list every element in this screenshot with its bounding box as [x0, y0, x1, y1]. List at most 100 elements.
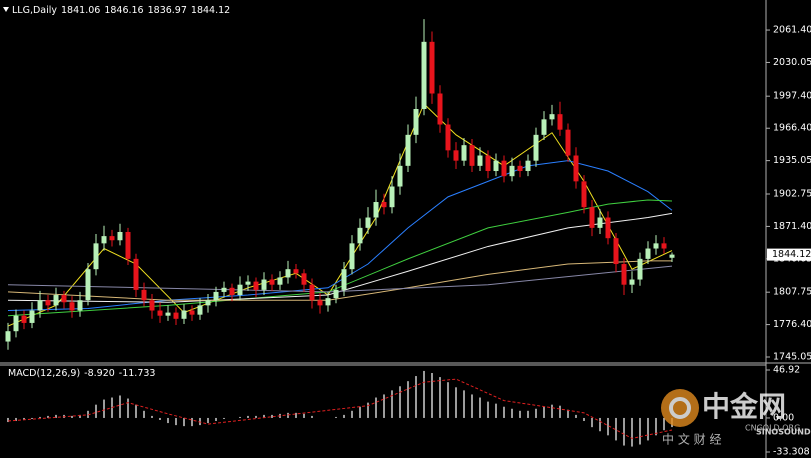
symbol-icon — [3, 7, 9, 12]
candle-body — [229, 287, 235, 296]
candle-body — [245, 281, 251, 285]
candle-body — [13, 315, 19, 332]
header-item: 1836.97 — [148, 5, 187, 16]
candle-body — [437, 93, 443, 125]
candle-body — [397, 165, 403, 187]
candle-body — [157, 310, 163, 316]
header-item: MACD(12,26,9) — [8, 368, 80, 379]
candle-body — [581, 181, 587, 208]
y-tick-label: 1807.75 — [773, 287, 811, 298]
watermark-site: CNGOLD.ORG — [745, 424, 800, 433]
candle-body — [381, 202, 387, 208]
header-item: 1846.16 — [104, 5, 143, 16]
candle-body — [341, 269, 347, 290]
candle-body — [621, 264, 627, 285]
candle-body — [477, 155, 483, 166]
candle-body — [661, 243, 667, 249]
candle-body — [509, 165, 515, 177]
candle-body — [109, 236, 115, 241]
moving-average — [7, 199, 673, 317]
current-price-label: 1844.12 — [772, 249, 811, 260]
candle-body — [197, 305, 203, 315]
y-tick-label: 1871.40 — [773, 221, 811, 232]
candle-body — [429, 41, 435, 94]
candle-body — [669, 254, 675, 258]
candle-body — [125, 231, 131, 259]
candle-body — [141, 289, 147, 301]
candle-body — [597, 217, 603, 228]
watermark-logo-inner — [669, 397, 691, 419]
moving-average — [7, 265, 673, 293]
candle-body — [525, 160, 531, 172]
candle-body — [253, 281, 259, 290]
candle-body — [293, 269, 299, 274]
candle-body — [445, 124, 451, 151]
candle-body — [181, 310, 187, 319]
candle-body — [653, 243, 659, 249]
candle-body — [133, 258, 139, 290]
candle-body — [165, 312, 171, 316]
candle-body — [589, 207, 595, 228]
candle-body — [549, 114, 555, 120]
header-item: 1844.12 — [191, 5, 230, 16]
indicator-header: MACD(12,26,9) -8.920 -11.733 — [8, 368, 155, 379]
candle-body — [117, 231, 123, 241]
candle-body — [605, 217, 611, 239]
candle-body — [565, 129, 571, 156]
candle-body — [205, 300, 211, 306]
candle-body — [29, 310, 35, 323]
watermark-partner: SINOSOUND — [756, 428, 811, 437]
candle-body — [317, 300, 323, 306]
moving-average — [7, 260, 672, 301]
y-tick-label: 2030.05 — [773, 57, 811, 68]
moving-average — [7, 160, 673, 312]
signal-line — [7, 378, 673, 439]
candle-body — [237, 284, 243, 296]
candle-body — [461, 145, 467, 161]
candle-body — [613, 238, 619, 265]
candle-body — [77, 300, 83, 311]
candle-body — [5, 331, 11, 342]
candle-body — [277, 277, 283, 285]
candle-body — [517, 165, 523, 172]
y-tick-label: 46.92 — [773, 365, 800, 376]
y-tick-label: 1966.40 — [773, 123, 811, 134]
candle-body — [357, 227, 363, 244]
header-item: -11.733 — [119, 368, 156, 379]
candle-body — [413, 109, 419, 135]
candle-body — [269, 279, 275, 285]
y-tick-label: 1997.40 — [773, 91, 811, 102]
moving-average — [7, 212, 673, 303]
candle-body — [573, 155, 579, 182]
candle-body — [85, 269, 91, 301]
candle-body — [421, 41, 427, 110]
watermark-logo — [661, 389, 699, 427]
candle-body — [173, 312, 179, 319]
candle-body — [69, 302, 75, 311]
candle-body — [493, 160, 499, 172]
candle-body — [149, 300, 155, 311]
candle-body — [61, 295, 67, 303]
candle-body — [349, 243, 355, 270]
header-item: -8.920 — [84, 368, 115, 379]
candle-body — [485, 155, 491, 172]
candle-body — [21, 315, 27, 323]
candle-body — [541, 119, 547, 135]
candle-body — [37, 300, 43, 311]
candle-body — [389, 186, 395, 208]
watermark-brand: 中金网 — [702, 390, 786, 423]
candle-body — [301, 273, 307, 285]
current-price-box — [767, 248, 811, 261]
candle-body — [469, 145, 475, 166]
candle-body — [53, 295, 59, 306]
candle-body — [333, 289, 339, 299]
candle-body — [213, 291, 219, 301]
y-tick-label: 1935.05 — [773, 155, 811, 166]
candle-body — [285, 269, 291, 278]
y-tick-label: 1745.05 — [773, 351, 811, 362]
y-tick-label: 1776.40 — [773, 319, 811, 330]
